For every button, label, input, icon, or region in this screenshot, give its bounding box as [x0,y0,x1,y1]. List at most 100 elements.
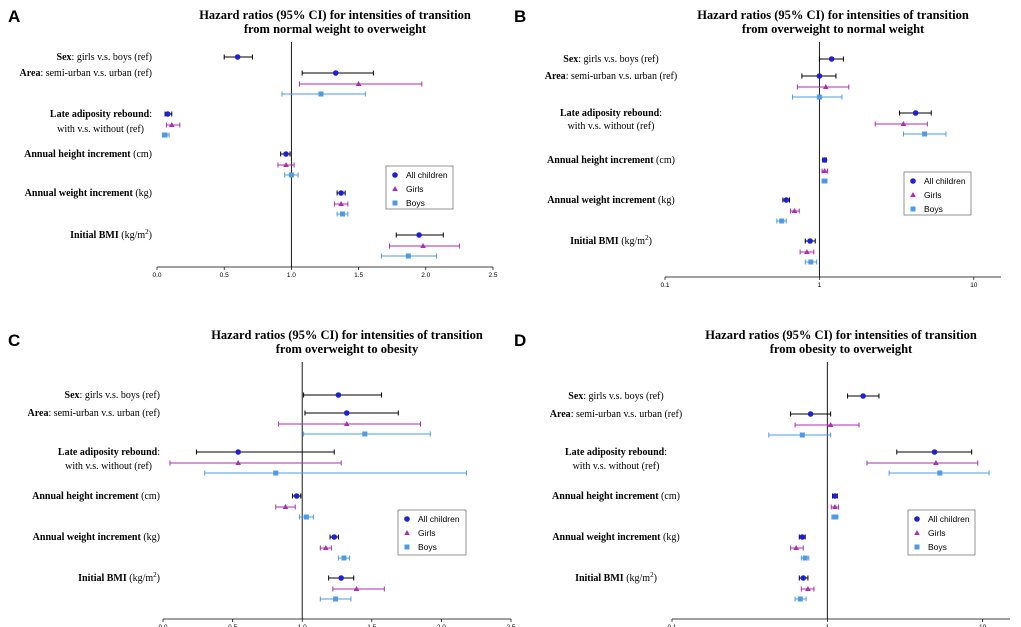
row-label: Annual height increment (cm) [547,155,675,166]
row-label-text: (kg/m [119,230,146,241]
row-label: Sex: girls v.s. boys (ref) [568,391,663,402]
x-tick-label: 2.5 [488,272,497,279]
point-estimate-boys [362,431,368,437]
x-tick-label: 0.0 [158,624,167,627]
row-label: Initial BMI (kg/m2) [70,228,152,241]
row-label-text: : [157,447,160,458]
point-estimate-all [332,70,339,76]
row-label-end: ) [654,573,657,584]
legend-marker-all [910,178,916,184]
point-estimate-girls [832,504,838,509]
panel-letter: C [8,331,20,350]
point-estimate-girls [353,586,360,591]
row-label-end: ) [157,573,160,584]
point-estimate-boys [273,470,279,476]
legend-marker-girls [404,530,410,535]
point-estimate-all [283,151,289,157]
row-label: Sex: girls v.s. boys (ref) [57,52,152,63]
x-tick-label: 0.5 [220,272,229,279]
point-estimate-all [783,197,790,203]
row-label-bold: Initial BMI [570,236,619,247]
row-label: Late adiposity rebound: [560,108,662,119]
row-label-bold: Annual weight increment [33,532,142,543]
legend-label-girls: Girls [418,528,435,538]
row-label-bold: Annual height increment [32,491,139,502]
point-estimate-all [912,110,919,116]
row-label-bold: Initial BMI [575,573,624,584]
legend-label-girls: Girls [406,184,423,194]
legend-marker-girls [914,530,920,535]
panel-b: B Hazard ratios (95% CI) for intensities … [514,7,1001,289]
point-estimate-girls [804,249,810,254]
row-label-text: : semi-urban v.s. urban (ref) [571,409,683,420]
legend-marker-all [392,172,398,178]
row-label-text: (kg/m [127,573,154,584]
row-label-text: (cm) [654,155,675,166]
row-label: Area: semi-urban v.s. urban (ref) [550,409,682,420]
row-label-text: : semi-urban v.s. urban (ref) [48,408,160,419]
legend-label-boys: Boys [928,542,947,552]
legend-marker-girls [910,192,916,197]
row-label-text: : semi-urban v.s. urban (ref) [566,71,678,82]
legend-marker-boys [392,200,398,206]
row-label: Annual weight increment (kg) [25,188,152,199]
row-label-text: : girls v.s. boys (ref) [72,52,152,63]
point-estimate-boys [341,555,347,561]
point-estimate-boys [822,178,828,184]
point-estimate-girls [338,201,344,206]
legend-label-girls: Girls [928,528,945,538]
x-tick-label: 2.5 [506,624,515,627]
point-estimate-boys [808,259,814,265]
point-estimate-girls [900,121,907,126]
x-tick-label: 1 [818,282,822,289]
row-label-bold: Annual height increment [552,491,659,502]
chart-title-line: Hazard ratios (95% CI) for intensities o… [211,328,483,342]
point-estimate-girls [933,460,939,465]
x-tick-label: 2.0 [421,272,430,279]
row-label-bold: Late adiposity rebound [565,447,665,458]
legend-marker-girls [392,186,398,191]
chart-title-line: from overweight to obesity [276,342,419,356]
point-estimate-all [800,575,807,581]
row-label: Late adiposity rebound: [50,109,152,120]
legend-marker-boys [914,544,920,550]
chart-title-line: Hazard ratios (95% CI) for intensities o… [199,8,471,22]
row-label-bold: Annual height increment [547,155,654,166]
x-tick-label: 1.0 [298,624,307,627]
row-label-line2: with v.s. without (ref) [65,461,152,472]
panel-a: A Hazard ratios (95% CI) for intensities … [8,7,498,279]
row-label-text: (kg) [141,532,160,543]
row-label-end: ) [149,230,152,241]
point-estimate-boys [333,596,339,602]
point-estimate-girls [822,84,829,89]
x-tick-label: 0.1 [660,282,669,289]
chart-title-line: Hazard ratios (95% CI) for intensities o… [697,8,969,22]
point-estimate-girls [323,545,329,550]
row-label: Initial BMI (kg/m2) [570,234,652,247]
row-label: Late adiposity rebound: [58,447,160,458]
row-label-line2: with v.s. without (ref) [57,124,144,135]
row-label-bold: Late adiposity rebound [50,109,150,120]
panel-letter: D [514,331,526,350]
row-label: Annual weight increment (kg) [547,195,674,206]
row-label: Annual weight increment (kg) [552,532,679,543]
row-label: Annual weight increment (kg) [33,532,160,543]
row-label-bold: Sex [563,54,578,65]
point-estimate-all [293,493,300,499]
row-label-bold: Initial BMI [70,230,119,241]
point-estimate-boys [303,514,309,520]
point-estimate-boys [797,596,803,602]
point-estimate-all [335,392,342,398]
point-estimate-girls [355,81,362,86]
row-label: Area: semi-urban v.s. urban (ref) [28,408,160,419]
row-label-bold: Sex [57,52,72,63]
row-label-bold: Late adiposity rebound [560,108,660,119]
legend-marker-boys [910,206,916,212]
x-tick-label: 10 [979,624,987,627]
point-estimate-all [164,111,171,117]
row-label-text: : [149,109,152,120]
row-label-sup: 2 [153,571,157,579]
point-estimate-girls [282,504,289,509]
point-estimate-all [343,410,350,416]
